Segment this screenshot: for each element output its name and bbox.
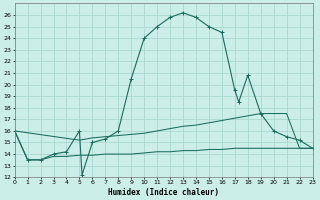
X-axis label: Humidex (Indice chaleur): Humidex (Indice chaleur): [108, 188, 219, 197]
